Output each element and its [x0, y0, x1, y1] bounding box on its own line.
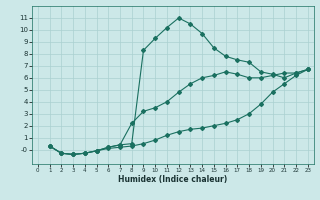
- X-axis label: Humidex (Indice chaleur): Humidex (Indice chaleur): [118, 175, 228, 184]
